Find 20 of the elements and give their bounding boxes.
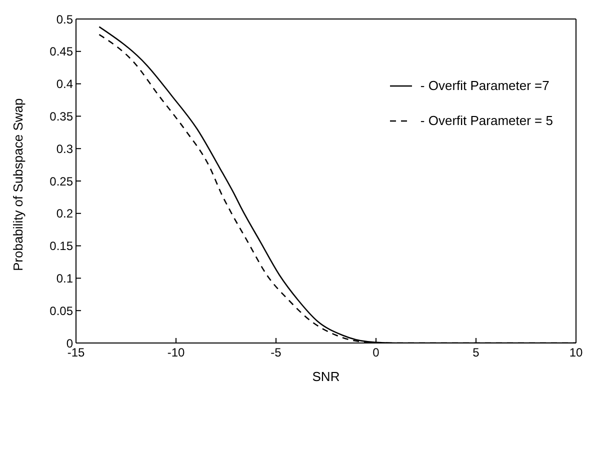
y-tick-label: 0.1 <box>56 271 74 286</box>
x-tick-label: 0 <box>372 346 380 360</box>
y-tick-label: 0.05 <box>50 304 74 318</box>
y-tick-label: 0 <box>66 336 74 350</box>
y-tick-label: 0.45 <box>50 44 74 59</box>
y-tick-label: 0.25 <box>50 174 74 188</box>
x-tick-label: 5 <box>472 346 480 360</box>
legend-label: - Overfit Parameter =7 <box>420 78 550 93</box>
y-tick-label: 0.2 <box>56 206 74 221</box>
x-tick-label: -10 <box>167 346 185 360</box>
y-tick-label: 0.5 <box>56 12 74 26</box>
y-tick-label: 0.15 <box>50 239 74 254</box>
x-axis-title: SNR <box>312 369 340 384</box>
y-axis-title: Probability of Subspace Swap <box>10 98 26 271</box>
y-tick-label: 0.3 <box>56 142 74 156</box>
legend-label: - Overfit Parameter = 5 <box>420 113 553 128</box>
y-tick-label: 0.35 <box>50 109 74 124</box>
x-tick-label: -5 <box>270 346 282 360</box>
y-tick-label: 0.4 <box>56 77 74 92</box>
x-tick-label: 10 <box>569 346 583 360</box>
